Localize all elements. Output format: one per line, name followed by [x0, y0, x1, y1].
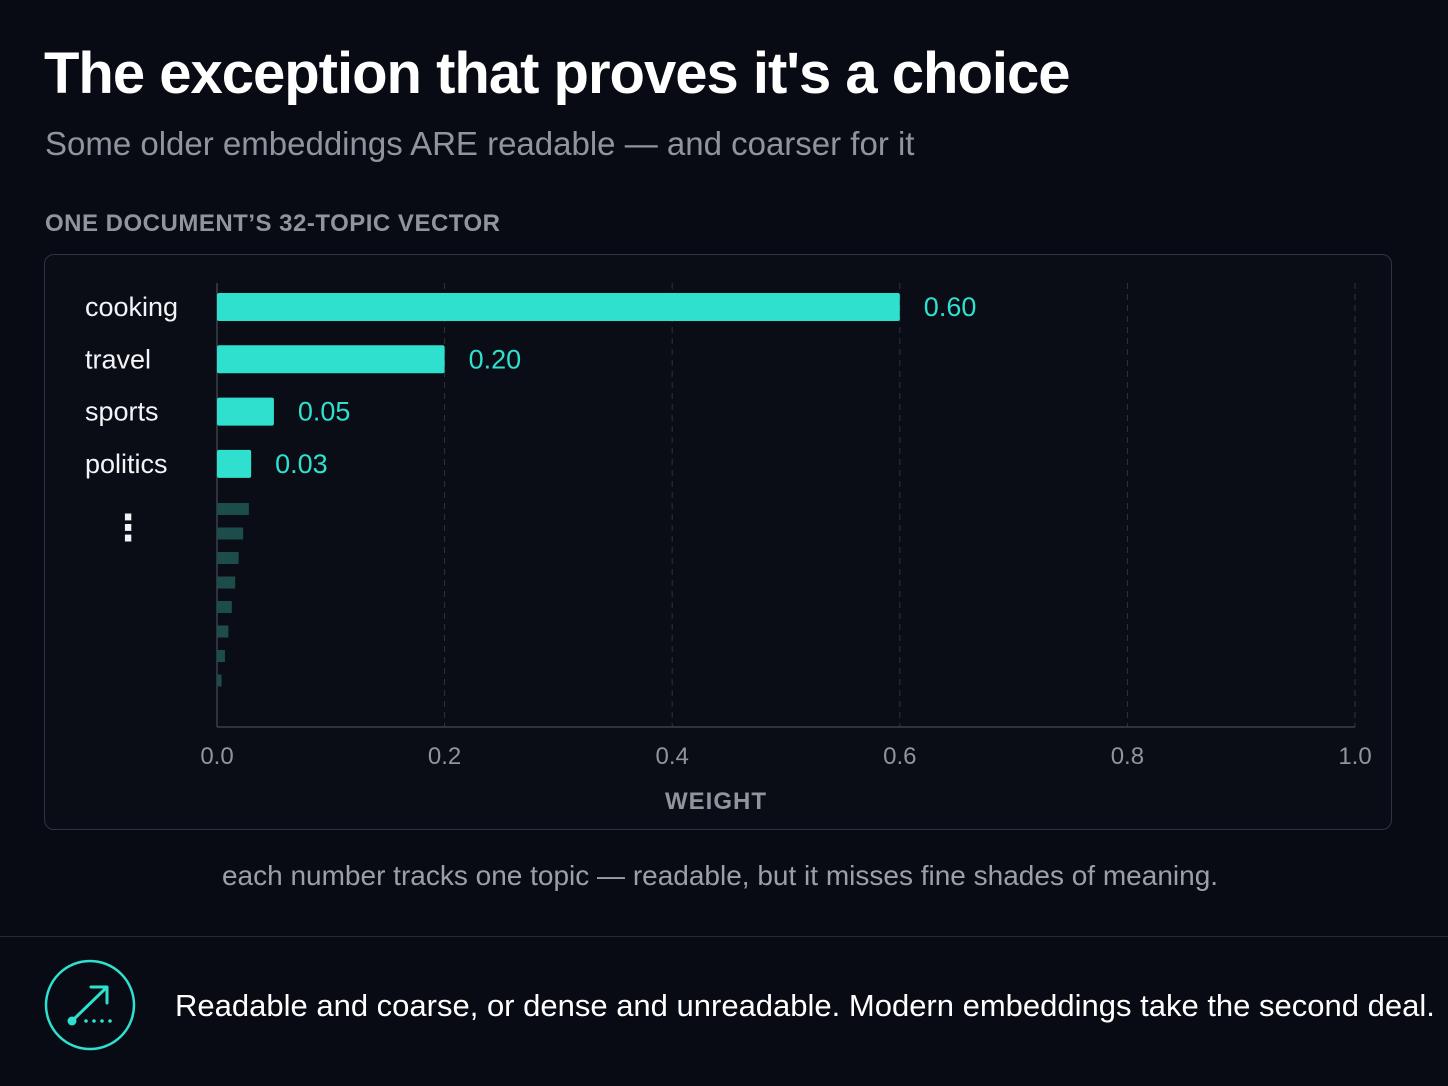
footer-text: Readable and coarse, or dense and unread…	[175, 988, 1435, 1023]
bar-cooking	[217, 293, 900, 321]
category-label: cooking	[85, 292, 178, 322]
x-tick-label: 0.4	[656, 743, 689, 770]
tail-bar	[217, 527, 244, 540]
x-tick-label: 1.0	[1338, 743, 1371, 770]
ellipsis-marker: ⋮	[110, 507, 146, 548]
tail-bar	[217, 601, 232, 613]
chart-caption: each number tracks one topic — readable,…	[221, 860, 1219, 891]
topic-weight-bar-chart: 0.0 0.2 0.4 0.6 0.8 1.0 cooking 0.60 travel 0.20 s…	[85, 283, 1372, 815]
x-tick-label: 0.8	[1111, 743, 1144, 770]
tail-bar	[217, 625, 229, 638]
footer-divider	[0, 936, 1448, 937]
tail-bar	[217, 650, 225, 662]
value-label: 0.03	[275, 449, 328, 479]
bar-travel	[217, 345, 445, 374]
tail-bar	[217, 503, 249, 515]
value-label: 0.05	[298, 397, 351, 427]
trend-arrow-icon	[44, 959, 136, 1051]
value-label: 0.20	[469, 344, 522, 374]
section-label: ONE DOCUMENT’S 32-TOPIC VECTOR	[45, 210, 501, 237]
tail-bar	[217, 674, 222, 687]
value-label: 0.60	[924, 292, 977, 322]
x-axis-label: WEIGHT	[665, 788, 767, 815]
category-label: travel	[85, 344, 151, 374]
bar-politics	[217, 449, 252, 478]
category-label: politics	[85, 449, 168, 479]
bar-sports	[217, 397, 274, 426]
chart-panel: 0.0 0.2 0.4 0.6 0.8 1.0 cooking 0.60 travel 0.20 s…	[44, 254, 1392, 830]
x-tick-label: 0.2	[428, 743, 461, 770]
x-tick-label: 0.6	[883, 743, 916, 770]
tail-bar	[217, 576, 236, 589]
page-title: The exception that proves it's a choice	[44, 41, 1071, 106]
category-label: sports	[85, 397, 159, 427]
tail-bar	[217, 552, 239, 564]
x-tick-label: 0.0	[200, 743, 233, 770]
page-subtitle: Some older embeddings ARE readable — and…	[45, 125, 915, 162]
